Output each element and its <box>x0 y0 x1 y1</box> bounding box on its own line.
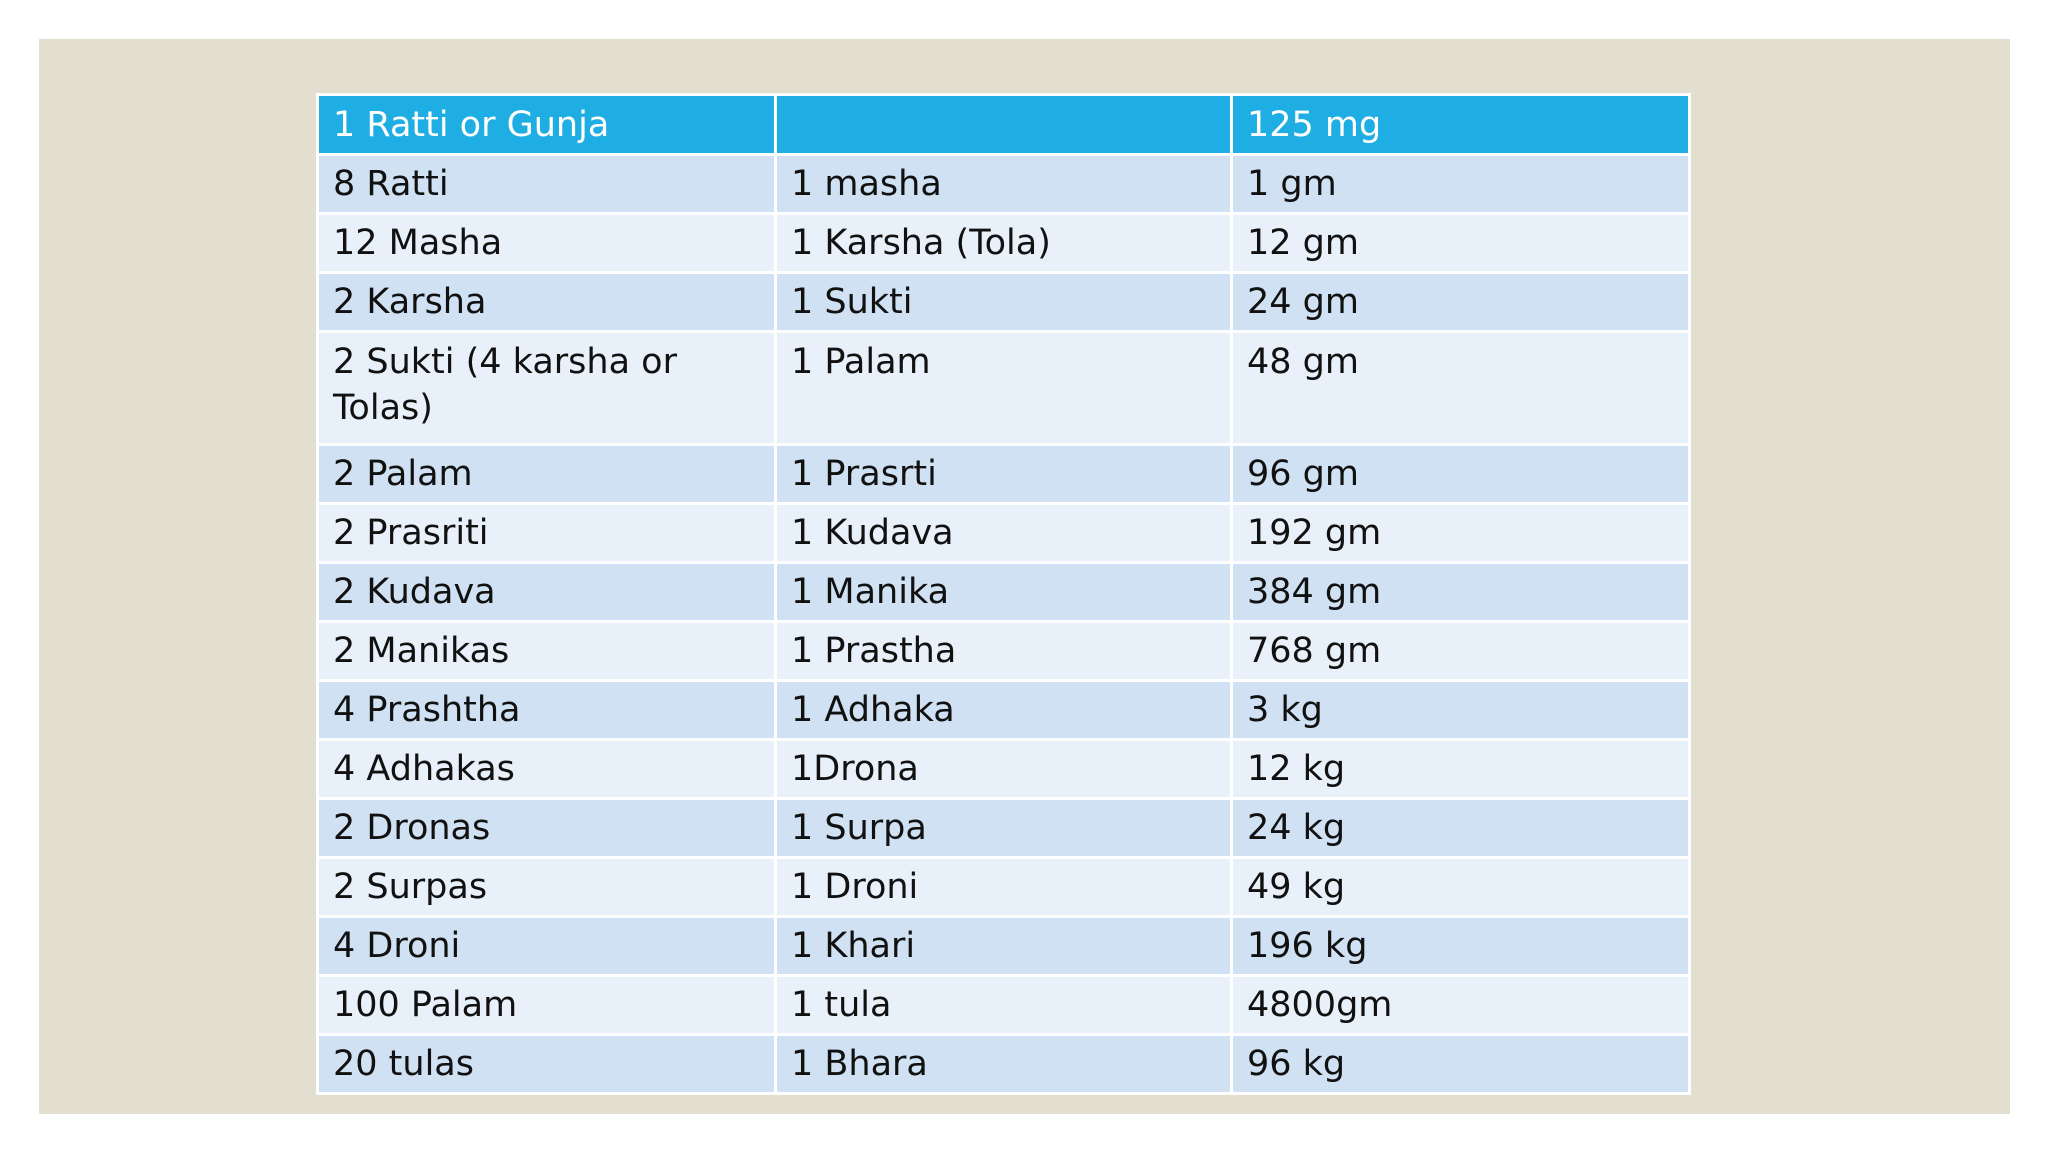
unit-equivalent-cell: 1 Kudava <box>774 502 1233 564</box>
unit-quantity-cell: 8 Ratti <box>316 153 777 215</box>
measurement-table-container: 1 Ratti or Gunja 125 mg 8 Ratti 1 masha … <box>316 93 1691 1095</box>
unit-equivalent-cell: 1 Manika <box>774 561 1233 623</box>
unit-equivalent-cell: 1 Sukti <box>774 271 1233 333</box>
unit-equivalent-cell: 1 Prasrti <box>774 443 1233 505</box>
table-row: 2 Sukti (4 karsha or Tolas) 1 Palam 48 g… <box>316 330 1691 446</box>
unit-equivalent-cell: 1 Palam <box>774 330 1233 446</box>
header-cell <box>774 93 1233 156</box>
table-row: 2 Surpas 1 Droni 49 kg <box>316 856 1691 918</box>
unit-quantity-cell: 2 Dronas <box>316 797 777 859</box>
metric-value-cell: 12 gm <box>1230 212 1691 274</box>
table-row: 2 Prasriti 1 Kudava 192 gm <box>316 502 1691 564</box>
table-row: 20 tulas 1 Bhara 96 kg <box>316 1033 1691 1095</box>
unit-quantity-cell: 2 Palam <box>316 443 777 505</box>
unit-equivalent-cell: 1 Droni <box>774 856 1233 918</box>
metric-value-cell: 49 kg <box>1230 856 1691 918</box>
unit-equivalent-cell: 1 tula <box>774 974 1233 1036</box>
slide-background: 1 Ratti or Gunja 125 mg 8 Ratti 1 masha … <box>39 39 2010 1114</box>
table-row: 100 Palam 1 tula 4800gm <box>316 974 1691 1036</box>
unit-quantity-cell: 2 Prasriti <box>316 502 777 564</box>
metric-value-cell: 12 kg <box>1230 738 1691 800</box>
unit-quantity-cell: 2 Kudava <box>316 561 777 623</box>
measurement-conversion-table: 1 Ratti or Gunja 125 mg 8 Ratti 1 masha … <box>316 93 1691 1095</box>
unit-quantity-cell: 4 Prashtha <box>316 679 777 741</box>
metric-value-cell: 24 gm <box>1230 271 1691 333</box>
unit-equivalent-cell: 1 Surpa <box>774 797 1233 859</box>
unit-equivalent-cell: 1 Bhara <box>774 1033 1233 1095</box>
unit-quantity-cell: 2 Manikas <box>316 620 777 682</box>
metric-value-cell: 96 gm <box>1230 443 1691 505</box>
metric-value-cell: 196 kg <box>1230 915 1691 977</box>
table-row: 2 Kudava 1 Manika 384 gm <box>316 561 1691 623</box>
metric-value-cell: 96 kg <box>1230 1033 1691 1095</box>
metric-value-cell: 4800gm <box>1230 974 1691 1036</box>
header-cell: 125 mg <box>1230 93 1691 156</box>
unit-equivalent-cell: 1 Adhaka <box>774 679 1233 741</box>
unit-quantity-cell: 2 Surpas <box>316 856 777 918</box>
unit-quantity-cell: 4 Droni <box>316 915 777 977</box>
metric-value-cell: 24 kg <box>1230 797 1691 859</box>
unit-equivalent-cell: 1 Khari <box>774 915 1233 977</box>
metric-value-cell: 768 gm <box>1230 620 1691 682</box>
header-cell: 1 Ratti or Gunja <box>316 93 777 156</box>
table-row: 12 Masha 1 Karsha (Tola) 12 gm <box>316 212 1691 274</box>
unit-quantity-cell: 4 Adhakas <box>316 738 777 800</box>
table-row: 4 Prashtha 1 Adhaka 3 kg <box>316 679 1691 741</box>
unit-quantity-cell: 12 Masha <box>316 212 777 274</box>
table-header: 1 Ratti or Gunja 125 mg <box>316 93 1691 156</box>
metric-value-cell: 1 gm <box>1230 153 1691 215</box>
unit-equivalent-cell: 1 Karsha (Tola) <box>774 212 1233 274</box>
table-row: 4 Adhakas 1Drona 12 kg <box>316 738 1691 800</box>
unit-equivalent-cell: 1Drona <box>774 738 1233 800</box>
metric-value-cell: 3 kg <box>1230 679 1691 741</box>
table-body: 8 Ratti 1 masha 1 gm 12 Masha 1 Karsha (… <box>316 153 1691 1095</box>
table-row: 4 Droni 1 Khari 196 kg <box>316 915 1691 977</box>
table-row: 2 Palam 1 Prasrti 96 gm <box>316 443 1691 505</box>
metric-value-cell: 48 gm <box>1230 330 1691 446</box>
unit-quantity-cell: 2 Sukti (4 karsha or Tolas) <box>316 330 777 446</box>
unit-quantity-cell: 100 Palam <box>316 974 777 1036</box>
table-row: 2 Manikas 1 Prastha 768 gm <box>316 620 1691 682</box>
table-row: 8 Ratti 1 masha 1 gm <box>316 153 1691 215</box>
header-row: 1 Ratti or Gunja 125 mg <box>316 93 1691 156</box>
unit-quantity-cell: 20 tulas <box>316 1033 777 1095</box>
table-row: 2 Dronas 1 Surpa 24 kg <box>316 797 1691 859</box>
metric-value-cell: 384 gm <box>1230 561 1691 623</box>
unit-equivalent-cell: 1 Prastha <box>774 620 1233 682</box>
unit-quantity-cell: 2 Karsha <box>316 271 777 333</box>
metric-value-cell: 192 gm <box>1230 502 1691 564</box>
unit-equivalent-cell: 1 masha <box>774 153 1233 215</box>
table-row: 2 Karsha 1 Sukti 24 gm <box>316 271 1691 333</box>
